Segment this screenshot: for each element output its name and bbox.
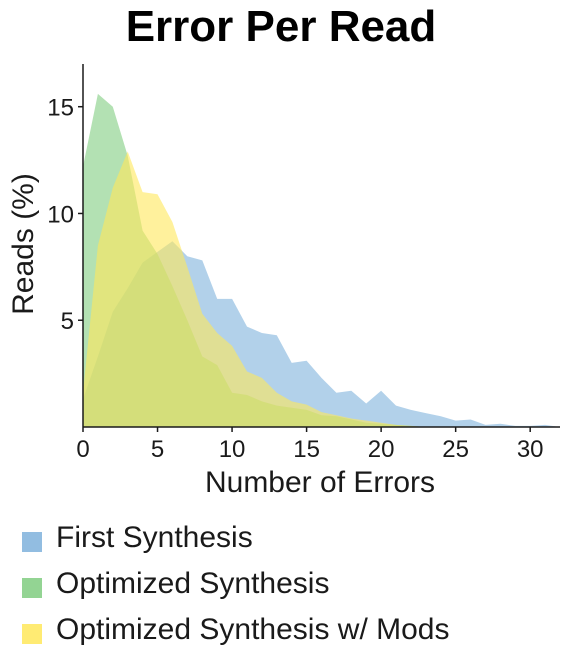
legend-label: Optimized Synthesis [56, 567, 330, 600]
x-tick-label: 0 [76, 436, 89, 463]
legend-swatch [22, 624, 42, 644]
chart-title: Error Per Read [125, 2, 437, 51]
x-tick-label: 10 [219, 436, 246, 463]
x-tick-label: 15 [293, 436, 320, 463]
y-tick-label: 15 [47, 95, 74, 122]
legend-item: First Synthesis [22, 515, 449, 561]
x-tick-label: 25 [442, 436, 469, 463]
legend-item: Optimized Synthesis w/ Mods [22, 607, 449, 653]
legend: First Synthesis Optimized Synthesis Optimi… [22, 515, 449, 653]
y-axis-title: Reads (%) [7, 173, 40, 315]
legend-swatch [22, 532, 42, 552]
series-area-3 [83, 151, 426, 427]
legend-swatch [22, 578, 42, 598]
x-tick-label: 20 [368, 436, 395, 463]
series-areas [83, 93, 560, 428]
tick-labels: 0 5 10 15 20 25 30 5 10 15 [47, 95, 543, 463]
legend-label: First Synthesis [56, 521, 253, 554]
legend-label: Optimized Synthesis w/ Mods [56, 613, 450, 646]
x-tick-label: 5 [151, 436, 164, 463]
axes [78, 64, 560, 432]
y-tick-label: 10 [47, 201, 74, 228]
x-axis-title: Number of Errors [205, 466, 435, 499]
legend-item: Optimized Synthesis [22, 561, 449, 607]
y-tick-label: 5 [61, 308, 74, 335]
x-tick-label: 30 [517, 436, 544, 463]
